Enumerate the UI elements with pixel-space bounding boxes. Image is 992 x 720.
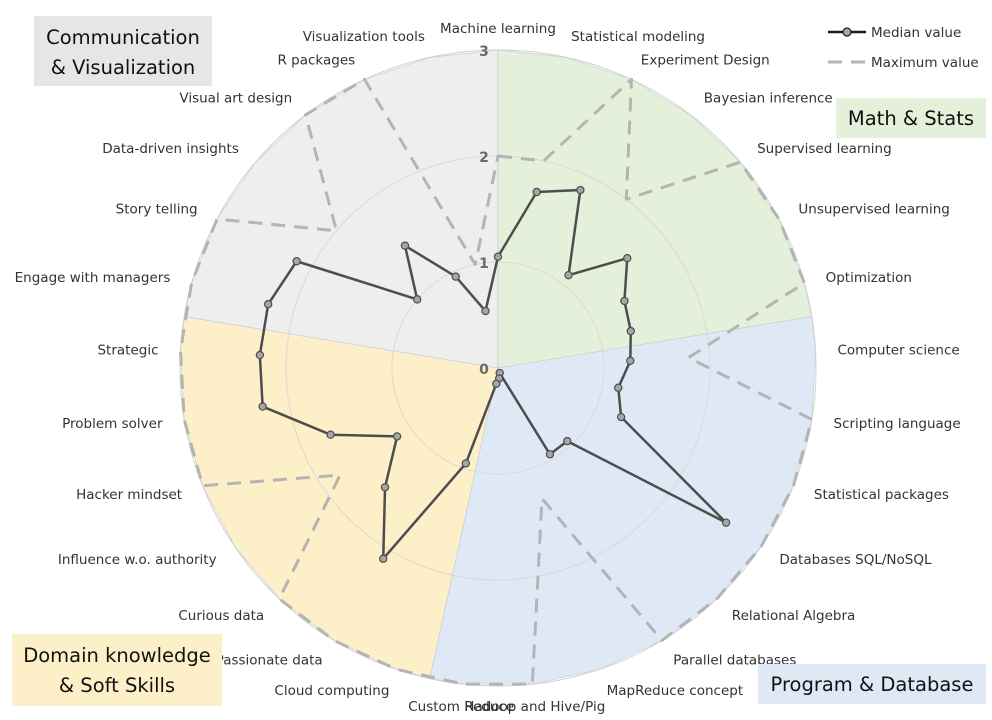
axis-label-relational-algebra: Relational Algebra: [732, 608, 856, 624]
group-label-box: [12, 634, 222, 706]
median-point-curious-data: [380, 483, 390, 492]
axis-label-optimization: Optimization: [826, 270, 912, 286]
axis-label-engage-with-managers: Engage with managers: [15, 270, 171, 286]
group-label-program-database: Program & Database: [758, 664, 986, 704]
axis-label-mapreduce-concept: MapReduce concept: [607, 683, 744, 699]
tick-label-2: 2: [479, 150, 489, 166]
axis-label-computer-science: Computer science: [838, 343, 960, 359]
sector-math-stats: [497, 49, 813, 369]
legend-marker-median: [842, 27, 852, 37]
tick-label-1: 1: [479, 256, 489, 272]
axis-label-strategic: Strategic: [97, 343, 158, 359]
median-point-strategic: [255, 350, 265, 360]
median-point-scripting-language: [614, 383, 623, 392]
median-point-story-telling: [292, 257, 301, 266]
group-label-box: [836, 98, 986, 138]
axis-label-cloud-computing: Cloud computing: [274, 683, 389, 699]
axis-label-story-telling: Story telling: [116, 202, 198, 218]
median-point-influence-w-o-authority: [392, 432, 402, 441]
legend-label-median: Median value: [871, 25, 961, 41]
group-label-line1: Program & Database: [771, 673, 974, 696]
group-label-line1: Math & Stats: [848, 107, 974, 130]
median-point-unsupervised-learning: [620, 296, 629, 306]
median-point-bayesian-inference: [564, 270, 573, 280]
axis-label-statistical-packages: Statistical packages: [814, 487, 949, 503]
axis-label-visual-art-design: Visual art design: [179, 90, 292, 106]
tick-label-0: 0: [479, 362, 489, 378]
axis-label-hadoop-and-hive-pig: Hadoop and Hive/Pig: [464, 699, 605, 715]
axis-label-machine-learning: Machine learning: [440, 21, 556, 37]
axis-label-r-packages: R packages: [277, 52, 355, 68]
median-point-data-driven-insights: [413, 295, 422, 304]
median-point-problem-solver: [258, 402, 267, 411]
axis-label-scripting-language: Scripting language: [834, 416, 961, 432]
axis-label-supervised-learning: Supervised learning: [757, 141, 892, 157]
median-point-passionate-data: [379, 554, 388, 563]
axis-label-experiment-design: Experiment Design: [641, 52, 770, 68]
median-point-parallel-databases: [545, 450, 555, 459]
group-label-line1: Domain knowledge: [23, 644, 211, 667]
median-point-statistical-modeling: [532, 187, 541, 197]
median-point-visual-art-design: [400, 241, 410, 250]
group-label-box: [758, 664, 986, 704]
group-label-line2: & Soft Skills: [59, 674, 175, 697]
median-point-experiment-design: [576, 185, 585, 195]
series-maximum-value: [178, 77, 814, 686]
median-point-computer-science: [626, 356, 635, 366]
radial-ticks: 0 1 2 3: [479, 44, 489, 378]
legend: Median value Maximum value: [828, 25, 979, 71]
sector-communication: [183, 49, 499, 369]
group-label-domain-knowledge: Domain knowledge & Soft Skills: [12, 634, 222, 706]
axis-label-hacker-mindset: Hacker mindset: [76, 487, 182, 503]
group-label-communication: Communication & Visualization: [34, 16, 212, 86]
median-point-machine-learning: [493, 252, 503, 261]
group-label-line2: & Visualization: [51, 56, 196, 79]
group-label-box: [34, 16, 212, 86]
axis-label-influence-w-o-authority: Influence w.o. authority: [58, 552, 217, 568]
median-point-r-packages: [451, 272, 460, 281]
median-point-statistical-packages: [616, 412, 626, 422]
axis-label-curious-data: Curious data: [178, 608, 264, 624]
median-point-databases-sql-nosql: [721, 518, 731, 527]
axis-label-bayesian-inference: Bayesian inference: [704, 90, 833, 106]
tick-label-3: 3: [479, 44, 489, 60]
group-label-math-stats: Math & Stats: [836, 98, 986, 138]
axis-label-statistical-modeling: Statistical modeling: [571, 29, 705, 45]
legend-item-maximum-value: Maximum value: [828, 55, 979, 71]
median-point-engage-with-managers: [263, 299, 273, 309]
axis-label-custom-reduce: Custom Reduce: [408, 699, 514, 715]
axis-label-data-driven-insights: Data-driven insights: [102, 141, 239, 157]
median-point-supervised-learning: [623, 254, 632, 263]
legend-label-maximum: Maximum value: [871, 55, 979, 71]
median-point-optimization: [626, 326, 635, 336]
median-point-relational-algebra: [563, 436, 572, 446]
median-point-visualization-tools: [481, 306, 490, 316]
group-labels: Math & Stats Program & Database Domain kno…: [12, 16, 986, 706]
legend-item-median-value: Median value: [828, 25, 961, 41]
axis-label-databases-sql-nosql: Databases SQL/NoSQL: [779, 552, 932, 568]
axis-labels: Machine learning Statistical modeling Expe…: [15, 21, 961, 715]
median-point-cloud-computing: [461, 459, 471, 468]
series-layer: [178, 77, 814, 686]
axis-label-passionate-data: Passionate data: [216, 652, 323, 668]
group-label-line1: Communication: [46, 26, 200, 49]
axis-label-visualization-tools: Visualization tools: [303, 29, 425, 45]
median-point-custom-reduce: [492, 379, 501, 389]
median-point-hacker-mindset: [326, 430, 335, 439]
axis-label-unsupervised-learning: Unsupervised learning: [798, 202, 949, 218]
axis-label-problem-solver: Problem solver: [62, 416, 163, 432]
